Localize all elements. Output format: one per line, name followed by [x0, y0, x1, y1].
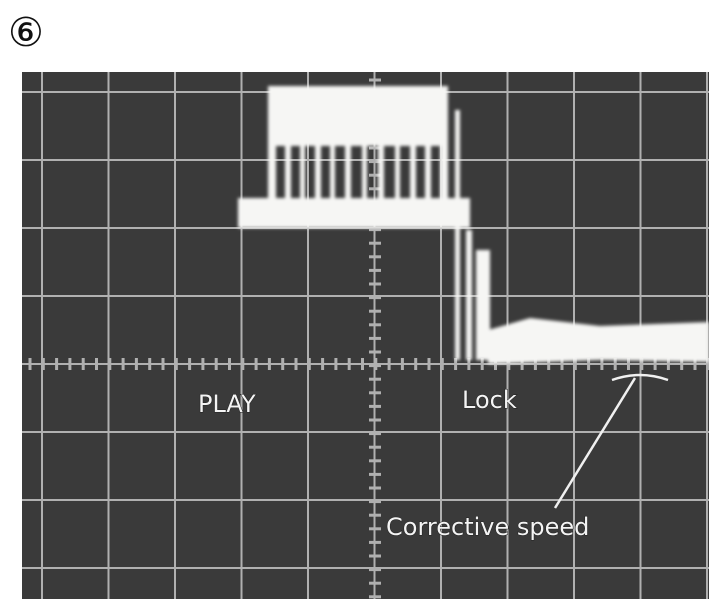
figure-number: ⑥ [8, 10, 44, 56]
leader-line [553, 377, 637, 509]
play-label: PLAY [198, 390, 256, 418]
waveform [238, 86, 709, 364]
bracket [611, 373, 669, 382]
corrective-label: Corrective speed [386, 513, 589, 541]
lock-label: Lock [462, 386, 517, 414]
